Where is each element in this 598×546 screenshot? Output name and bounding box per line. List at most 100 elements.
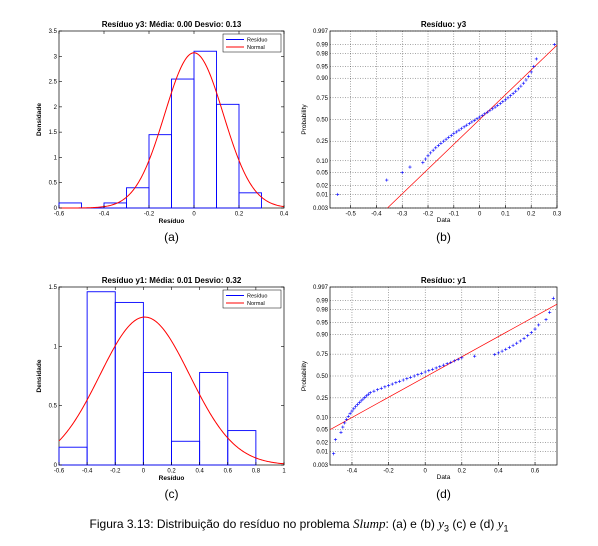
x-tick-label: 0.8 xyxy=(252,469,261,475)
data-point xyxy=(454,130,458,134)
probability-plot-panel-y1: Resíduo: y1 -0.4 -0.2 0 0.2 0.4 0.6 0.003 0.01 0.… xyxy=(301,276,558,501)
data-point xyxy=(431,148,435,152)
histogram-panel-y3: Resíduo y3: Média: 0.00 Desvio: 0.13 -0.6… xyxy=(36,20,289,244)
data-point xyxy=(503,98,508,102)
data-point xyxy=(459,126,464,131)
data-point xyxy=(434,366,438,370)
y-tick-label: 0.90 xyxy=(316,332,328,338)
y-tick-label: 1.5 xyxy=(49,285,58,291)
data-point xyxy=(533,327,537,331)
data-point xyxy=(444,137,448,141)
y-axis-label: Probability xyxy=(301,104,308,135)
x-tick-label: -0.4 xyxy=(371,212,382,218)
y-tick-label: 0.5 xyxy=(49,181,58,187)
y-tick-label: 0.99 xyxy=(316,299,328,305)
data-point xyxy=(508,94,513,98)
caption-problem: Slump xyxy=(353,516,386,531)
reference-line xyxy=(387,44,558,209)
x-tick-label: 0 xyxy=(424,469,428,475)
data-point xyxy=(419,371,424,375)
x-tick-label: -0.2 xyxy=(383,469,394,475)
y-tick-label: 0.5 xyxy=(49,404,58,410)
data-point xyxy=(529,70,533,74)
data-point xyxy=(518,339,522,343)
y-tick-label: 0.10 xyxy=(316,159,328,165)
y-tick-label: 3.5 xyxy=(49,29,58,35)
y-tick-label: 0.75 xyxy=(316,352,328,358)
data-point xyxy=(514,89,518,93)
data-point xyxy=(400,170,404,175)
x-tick-label: 0.3 xyxy=(553,212,562,218)
x-tick-label: 1 xyxy=(282,469,286,475)
x-tick-label: 0.2 xyxy=(527,212,536,218)
y-tick-label: 0.997 xyxy=(313,285,329,291)
x-axis-label: Resíduo xyxy=(159,475,185,482)
y-tick-label: 0.05 xyxy=(316,170,328,176)
data-point xyxy=(452,132,456,136)
data-point xyxy=(532,64,536,69)
data-point xyxy=(511,91,515,96)
data-point xyxy=(408,375,413,379)
y-tick-label: 0 xyxy=(54,206,58,212)
caption-prefix: Figura 3.13: Distribuição do resíduo no … xyxy=(89,517,354,531)
data-point xyxy=(493,352,497,357)
y-tick-label: 0.50 xyxy=(316,118,328,124)
data-point xyxy=(521,81,526,85)
histogram-bar xyxy=(199,371,229,466)
y-tick-label: 0.75 xyxy=(316,96,328,102)
y-tick-label: 2.5 xyxy=(49,80,58,86)
x-tick-label: 0 xyxy=(478,212,482,218)
data-point xyxy=(490,107,495,111)
data-point xyxy=(365,394,369,398)
data-point xyxy=(341,425,345,429)
data-point xyxy=(441,139,446,143)
data-point xyxy=(537,323,541,327)
data-point xyxy=(436,143,440,148)
subfigure-label: (d) xyxy=(436,487,451,501)
x-tick-label: -0.5 xyxy=(345,212,356,218)
x-tick-label: -0.2 xyxy=(423,212,434,218)
data-point xyxy=(480,113,484,118)
caption-middle: : (a) e (b) xyxy=(385,517,439,531)
data-point xyxy=(439,141,443,145)
data-point xyxy=(366,392,371,396)
data-point xyxy=(383,385,387,389)
histogram-panel-y1: Resíduo y1: Média: 0.01 Desvio: 0.32 -0.6… xyxy=(36,276,286,501)
y-tick-label: 1.5 xyxy=(49,130,58,136)
caption-y1-sub: 1 xyxy=(503,523,509,534)
chart-title: Resíduo y1: Média: 0.01 Desvio: 0.32 xyxy=(102,276,242,285)
data-point xyxy=(426,154,430,158)
normal-curve xyxy=(59,52,285,209)
x-tick-label: -0.4 xyxy=(99,212,110,218)
y-tick-label: 0.25 xyxy=(316,396,328,402)
y-tick-label: 0.997 xyxy=(313,29,329,35)
x-tick-label: -0.4 xyxy=(347,469,358,475)
histogram-bar xyxy=(142,371,172,466)
caption-between: (c) e (d) xyxy=(449,517,498,531)
y-tick-label: 0.95 xyxy=(316,65,328,71)
y-tick-label: 0.02 xyxy=(316,184,328,190)
y-tick-label: 0 xyxy=(54,463,58,469)
data-point xyxy=(423,370,427,374)
data-point xyxy=(506,96,510,100)
x-tick-label: 0.2 xyxy=(167,469,176,475)
data-point xyxy=(516,87,520,91)
data-point xyxy=(493,105,497,109)
data-point xyxy=(405,377,409,381)
y-tick-label: 0.90 xyxy=(316,76,328,82)
y-tick-label: 0.50 xyxy=(316,374,328,380)
data-point xyxy=(552,42,557,47)
data-point xyxy=(416,373,420,377)
y-tick-label: 3 xyxy=(54,54,58,60)
x-tick-label: -0.6 xyxy=(54,212,65,218)
data-point xyxy=(527,74,531,78)
data-point xyxy=(449,360,453,364)
data-point xyxy=(430,367,435,371)
caption-y3-sub: 3 xyxy=(443,523,449,534)
x-tick-label: -0.6 xyxy=(54,469,65,475)
histogram-bar xyxy=(216,103,240,209)
y-tick-label: 0.98 xyxy=(316,51,328,57)
subfigure-label: (a) xyxy=(164,230,179,244)
x-tick-label: 0.1 xyxy=(501,212,510,218)
y-tick-label: 0.003 xyxy=(313,463,329,469)
